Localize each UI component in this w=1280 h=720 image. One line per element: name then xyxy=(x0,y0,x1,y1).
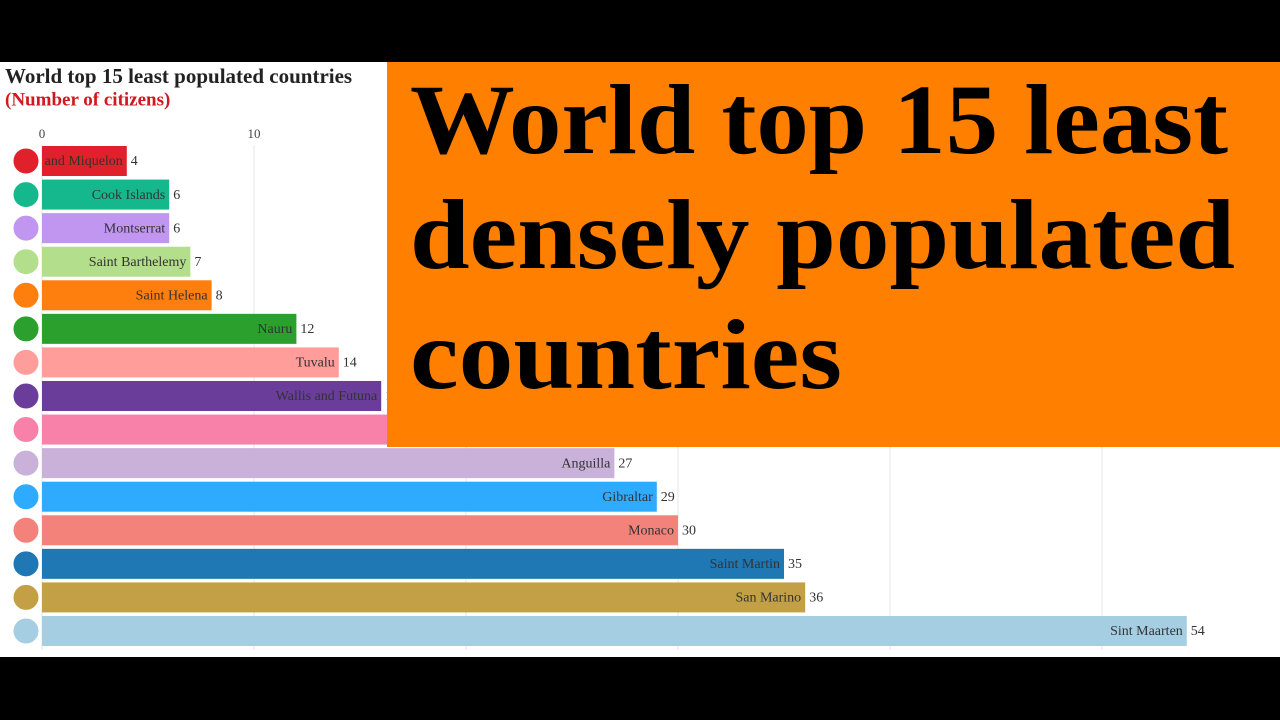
bar-label: Saint Pierre and Miquelon xyxy=(0,154,123,169)
value-label: 6 xyxy=(173,221,180,236)
value-label: 6 xyxy=(173,188,180,203)
bar xyxy=(42,481,657,512)
bar xyxy=(42,414,424,445)
value-label: 29 xyxy=(661,490,675,505)
bar xyxy=(42,280,212,311)
value-label: 4 xyxy=(131,154,138,169)
bar-label: Sint Maarten xyxy=(1110,624,1183,639)
value-label: 36 xyxy=(809,591,823,606)
banner-line: World top 15 least xyxy=(410,64,1228,175)
flag xyxy=(12,416,40,444)
flag xyxy=(12,315,40,343)
flag xyxy=(12,348,40,376)
x-tick-label: 0 xyxy=(39,126,46,141)
bar xyxy=(42,246,191,277)
bar-label: Tuvalu xyxy=(296,356,335,371)
bar-label: Monaco xyxy=(628,523,674,538)
chart-subtitle: (Number of citizens) xyxy=(5,89,170,110)
bar-label: Montserrat xyxy=(104,221,166,236)
value-label: 27 xyxy=(618,456,632,471)
flag xyxy=(12,516,40,544)
banner-line: densely populated xyxy=(410,179,1235,290)
bar-label: Saint Martin xyxy=(710,557,780,572)
bar xyxy=(42,615,1187,646)
bar xyxy=(42,380,382,411)
flag xyxy=(12,147,40,175)
bar-label: Saint Helena xyxy=(136,288,209,303)
bar xyxy=(42,347,339,378)
bar xyxy=(42,448,615,479)
flag xyxy=(12,214,40,242)
bar-label: Nauru xyxy=(257,322,292,337)
value-label: 7 xyxy=(194,255,201,270)
value-label: 12 xyxy=(300,322,314,337)
bar-label: Anguilla xyxy=(561,456,611,471)
bar xyxy=(42,582,806,613)
flag xyxy=(12,281,40,309)
value-label: 35 xyxy=(788,557,802,572)
bar-label: Wallis and Futuna xyxy=(276,389,378,404)
bar-labels: Saint Pierre and Miquelon Cook Islands Mon… xyxy=(0,154,1183,639)
bar-label: Saint Barthelemy xyxy=(89,255,187,270)
bars: 4667812141618272930353654 xyxy=(12,146,1205,646)
x-tick-label: 10 xyxy=(248,126,261,141)
bar xyxy=(42,515,678,546)
bar xyxy=(42,313,297,344)
banner-line: countries xyxy=(410,299,842,410)
bar-label: San Marino xyxy=(735,591,801,606)
banner xyxy=(387,62,1280,447)
bar xyxy=(42,179,170,210)
flag xyxy=(12,382,40,410)
flag xyxy=(12,449,40,477)
bar-label: Gibraltar xyxy=(602,490,653,505)
value-label: 30 xyxy=(682,523,696,538)
bar xyxy=(42,213,170,244)
flag xyxy=(12,617,40,645)
flag xyxy=(12,483,40,511)
value-label: 54 xyxy=(1191,624,1205,639)
chart-title: World top 15 least populated countries xyxy=(5,64,352,88)
flag xyxy=(12,550,40,578)
flag xyxy=(12,181,40,209)
flag xyxy=(12,583,40,611)
bar xyxy=(42,548,784,579)
value-label: 8 xyxy=(216,288,223,303)
bar xyxy=(42,146,127,176)
value-label: 14 xyxy=(343,356,357,371)
flag xyxy=(12,248,40,276)
bar-label: Cook Islands xyxy=(92,188,166,203)
